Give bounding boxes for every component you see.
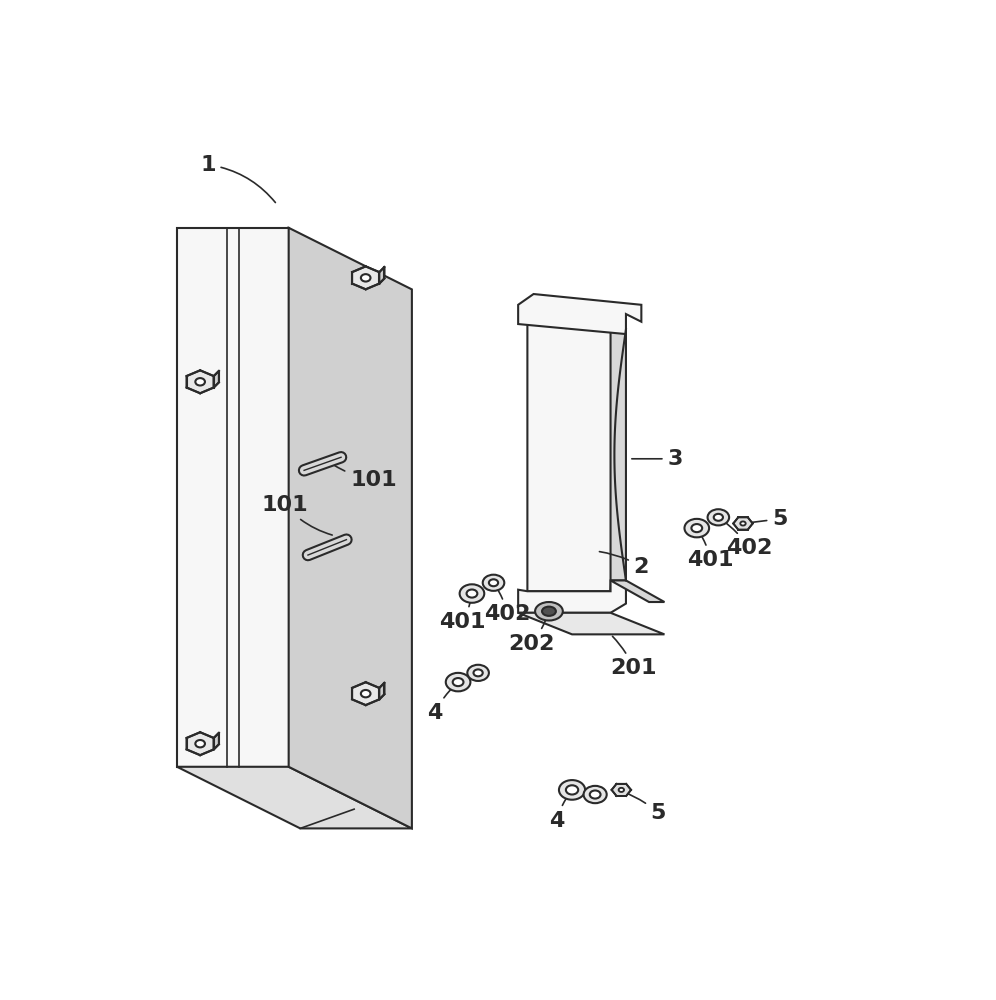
Text: 3: 3 [631, 449, 683, 469]
Polygon shape [177, 767, 412, 828]
Polygon shape [186, 732, 214, 755]
Polygon shape [518, 580, 625, 613]
Polygon shape [518, 294, 641, 334]
Ellipse shape [473, 669, 483, 676]
Ellipse shape [559, 780, 585, 800]
Ellipse shape [446, 673, 470, 691]
Ellipse shape [707, 509, 729, 525]
Polygon shape [177, 228, 289, 767]
Ellipse shape [195, 740, 205, 747]
Text: 101: 101 [331, 463, 396, 490]
Text: 101: 101 [262, 495, 333, 535]
Ellipse shape [590, 790, 601, 799]
Ellipse shape [459, 584, 484, 603]
Ellipse shape [483, 575, 504, 591]
Text: 202: 202 [508, 614, 555, 654]
Polygon shape [353, 682, 379, 705]
Polygon shape [518, 613, 664, 634]
Ellipse shape [691, 524, 702, 532]
Ellipse shape [535, 602, 563, 620]
Ellipse shape [467, 665, 489, 681]
Ellipse shape [466, 590, 477, 598]
Ellipse shape [489, 579, 498, 586]
Polygon shape [289, 228, 412, 828]
Ellipse shape [195, 378, 205, 385]
Polygon shape [379, 267, 384, 284]
Ellipse shape [361, 274, 371, 282]
Text: 5: 5 [746, 509, 788, 529]
Text: 401: 401 [687, 530, 734, 570]
Ellipse shape [542, 607, 556, 616]
Text: 1: 1 [200, 155, 276, 203]
Polygon shape [353, 266, 379, 289]
Text: 402: 402 [484, 585, 531, 624]
Text: 4: 4 [427, 684, 456, 723]
Ellipse shape [584, 786, 607, 803]
Polygon shape [611, 320, 625, 591]
Text: 2: 2 [600, 552, 649, 577]
Ellipse shape [714, 514, 723, 521]
Polygon shape [379, 683, 384, 699]
Polygon shape [214, 733, 219, 749]
Text: 5: 5 [621, 791, 666, 823]
Ellipse shape [361, 690, 371, 697]
Text: 4: 4 [549, 792, 571, 831]
Ellipse shape [619, 788, 624, 792]
Polygon shape [733, 517, 753, 530]
Polygon shape [186, 370, 214, 393]
Text: 201: 201 [611, 636, 657, 678]
Polygon shape [612, 784, 631, 796]
Polygon shape [611, 580, 664, 602]
Text: 402: 402 [721, 519, 772, 558]
Polygon shape [528, 320, 625, 591]
Polygon shape [214, 371, 219, 388]
Ellipse shape [684, 519, 709, 537]
Ellipse shape [566, 785, 579, 795]
Text: 401: 401 [438, 596, 485, 632]
Ellipse shape [740, 521, 746, 526]
Ellipse shape [453, 678, 463, 686]
